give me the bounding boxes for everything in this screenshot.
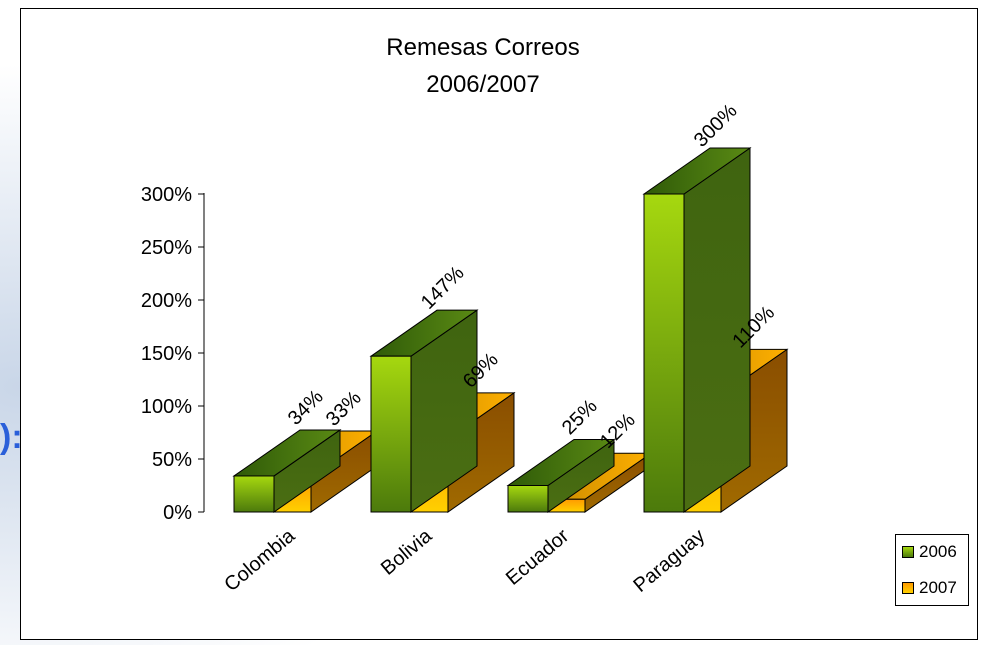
y-tick-label: 150% bbox=[141, 343, 192, 365]
bar-2006-paraguay bbox=[642, 147, 752, 513]
chart-frame bbox=[20, 8, 978, 640]
y-tick-label: 200% bbox=[141, 290, 192, 312]
data-label-2006: 300% bbox=[690, 100, 742, 152]
bar-2006-colombia-front bbox=[233, 475, 275, 513]
category-label: Ecuador bbox=[502, 525, 573, 590]
bar-2006-colombia bbox=[232, 429, 342, 513]
legend-swatch-2007 bbox=[902, 582, 914, 594]
y-tick-label: 300% bbox=[141, 184, 192, 206]
background-text-fragment: ): bbox=[0, 418, 23, 456]
chart-subtitle: 2006/2007 bbox=[426, 71, 539, 98]
legend-item-2006: 2006 bbox=[902, 541, 957, 563]
legend-label-2007: 2007 bbox=[919, 578, 957, 597]
legend: 2006 2007 bbox=[895, 534, 969, 606]
chart-title: Remesas Correos bbox=[386, 34, 579, 61]
legend-label-2006: 2006 bbox=[919, 542, 957, 561]
category-labels: Colombia Bolivia Ecuador Paraguay bbox=[220, 524, 709, 596]
y-tick-label: 0% bbox=[163, 502, 192, 524]
data-label-2006: 25% bbox=[558, 395, 602, 439]
data-label-2006: 34% bbox=[284, 386, 328, 430]
legend-swatch-2006 bbox=[902, 546, 914, 558]
bar-2006-ecuador-front bbox=[507, 485, 549, 513]
category-label: Paraguay bbox=[629, 525, 709, 597]
data-label-2007: 33% bbox=[322, 387, 366, 431]
bar-2006-ecuador bbox=[506, 438, 616, 513]
bar-2006-paraguay-front bbox=[643, 193, 685, 513]
bars-group bbox=[232, 147, 789, 513]
y-tick-label: 250% bbox=[141, 237, 192, 259]
y-tick-label: 50% bbox=[152, 449, 192, 471]
y-axis: 0% 50% 100% 150% 200% 250% 300% bbox=[141, 184, 204, 524]
category-label: Bolivia bbox=[377, 524, 437, 579]
category-label: Colombia bbox=[220, 524, 300, 596]
legend-item-2007: 2007 bbox=[902, 577, 957, 599]
bar-2006-bolivia bbox=[369, 309, 479, 513]
data-label-2006: 147% bbox=[417, 262, 469, 314]
bar-2006-bolivia-front bbox=[370, 355, 412, 513]
y-tick-label: 100% bbox=[141, 396, 192, 418]
